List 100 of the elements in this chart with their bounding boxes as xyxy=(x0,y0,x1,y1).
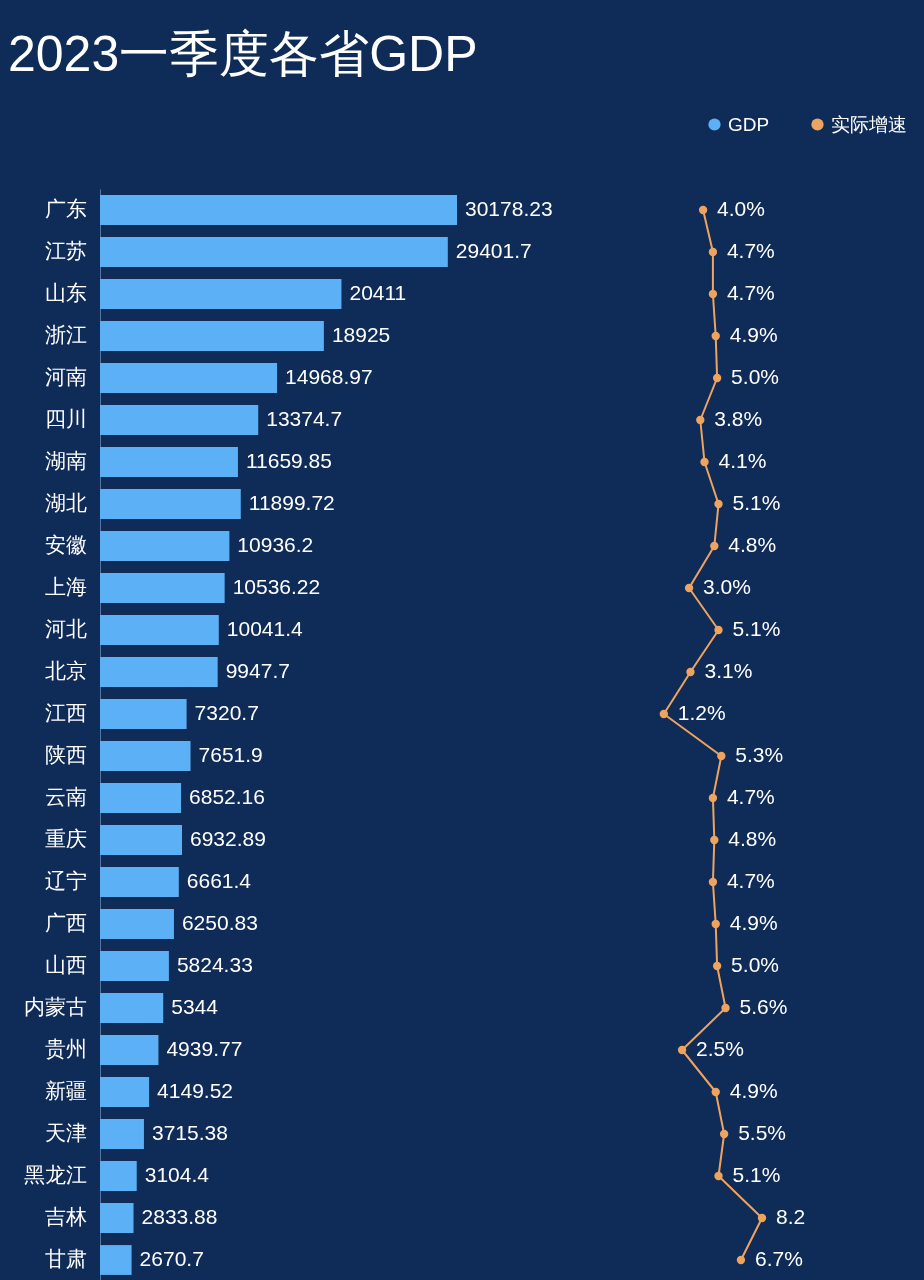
data-label: 9947.7 xyxy=(225,659,290,682)
bar xyxy=(100,405,259,435)
data-label: 4.8% xyxy=(728,533,777,556)
data-label: 5.6% xyxy=(739,995,788,1018)
bar xyxy=(100,615,219,645)
data-label: 14968.97 xyxy=(285,365,373,388)
data-label: 10041.4 xyxy=(226,617,304,640)
data-label: 3.8% xyxy=(714,407,763,430)
y-tick-label: 北京 xyxy=(44,659,87,682)
data-label: 18925 xyxy=(331,323,391,346)
y-tick-label: 贵州 xyxy=(44,1037,87,1060)
bar xyxy=(100,363,278,393)
data-label: 3.1% xyxy=(704,659,753,682)
point xyxy=(686,667,695,677)
bar xyxy=(100,1161,137,1191)
data-label: 5824.33 xyxy=(176,953,253,976)
chart-title: 2023一季度各省GDP xyxy=(8,26,478,82)
data-label: 6250.83 xyxy=(181,911,258,934)
point xyxy=(708,877,718,887)
data-label: 1.2% xyxy=(677,701,726,724)
bar xyxy=(100,1077,150,1107)
y-tick-label: 山东 xyxy=(44,281,87,304)
data-label: 4.7% xyxy=(726,239,775,262)
data-label: 4.9% xyxy=(729,911,778,934)
point xyxy=(711,1087,720,1097)
bar xyxy=(100,783,182,813)
y-tick-label: 江西 xyxy=(44,701,87,724)
data-label: 4.7% xyxy=(726,281,775,304)
data-label: 6932.89 xyxy=(190,827,266,850)
y-tick-label: 山西 xyxy=(44,953,87,976)
data-label: 6.7% xyxy=(754,1247,803,1270)
point xyxy=(736,1255,746,1265)
bar xyxy=(100,321,324,351)
data-label: 4149.52 xyxy=(157,1079,234,1102)
data-label: 4939.77 xyxy=(166,1037,243,1060)
y-tick-label: 广东 xyxy=(44,197,87,220)
y-tick-label: 吉林 xyxy=(44,1205,87,1228)
point xyxy=(677,1045,687,1055)
y-tick-label: 河北 xyxy=(44,617,87,640)
point xyxy=(684,583,694,593)
legend-label: 实际增速 xyxy=(831,113,907,135)
data-label: 5.1% xyxy=(732,491,781,514)
point xyxy=(710,835,719,845)
point xyxy=(714,625,723,635)
data-label: 8.2 xyxy=(776,1205,806,1228)
data-label: 4.0% xyxy=(717,197,765,220)
y-tick-label: 湖北 xyxy=(44,491,87,514)
data-label: 4.1% xyxy=(718,449,767,472)
data-label: 3715.38 xyxy=(151,1121,228,1144)
y-tick-label: 江苏 xyxy=(44,239,87,262)
bar xyxy=(100,699,187,729)
y-tick-label: 上海 xyxy=(44,575,87,598)
bar xyxy=(100,1119,144,1149)
data-label: 13374.7 xyxy=(266,407,343,430)
data-label: 30178.23 xyxy=(465,197,553,220)
data-label: 5344 xyxy=(171,995,219,1018)
point xyxy=(696,415,705,425)
point xyxy=(721,1003,730,1013)
y-tick-label: 黑龙江 xyxy=(23,1163,87,1186)
data-label: 7651.9 xyxy=(198,743,263,766)
y-tick-label: 广西 xyxy=(44,911,87,934)
data-label: 7320.7 xyxy=(194,701,259,724)
data-label: 6852.16 xyxy=(189,785,265,808)
bar xyxy=(100,657,218,687)
data-label: 29401.7 xyxy=(455,239,532,262)
y-tick-label: 浙江 xyxy=(44,323,87,346)
bar xyxy=(100,1203,134,1233)
data-label: 4.7% xyxy=(726,785,775,808)
legend-label: GDP xyxy=(728,113,770,135)
bar xyxy=(100,993,164,1023)
data-label: 3104.4 xyxy=(144,1163,210,1186)
data-label: 2670.7 xyxy=(139,1247,204,1270)
bar xyxy=(100,1245,132,1275)
point xyxy=(708,247,718,257)
point xyxy=(711,331,720,341)
point xyxy=(717,751,726,761)
point xyxy=(757,1213,767,1223)
point xyxy=(710,541,719,551)
data-label: 4.9% xyxy=(729,323,778,346)
point xyxy=(712,961,722,971)
point xyxy=(708,793,718,803)
data-label: 5.5% xyxy=(738,1121,787,1144)
y-tick-label: 甘肃 xyxy=(44,1247,87,1270)
point xyxy=(708,289,718,299)
bar xyxy=(100,489,241,519)
data-label: 5.3% xyxy=(735,743,784,766)
y-tick-label: 辽宁 xyxy=(44,869,87,892)
y-tick-label: 湖南 xyxy=(44,449,87,472)
y-tick-label: 河南 xyxy=(44,365,87,388)
bar xyxy=(100,573,225,603)
data-label: 5.0% xyxy=(731,953,779,976)
data-label: 4.9% xyxy=(729,1079,778,1102)
bar xyxy=(100,867,179,897)
y-tick-label: 安徽 xyxy=(44,533,87,556)
bar xyxy=(100,1035,159,1065)
data-label: 4.7% xyxy=(726,869,775,892)
data-label: 10936.2 xyxy=(237,533,314,556)
y-tick-label: 新疆 xyxy=(44,1079,87,1102)
y-tick-label: 四川 xyxy=(44,407,87,430)
bar xyxy=(100,195,457,225)
